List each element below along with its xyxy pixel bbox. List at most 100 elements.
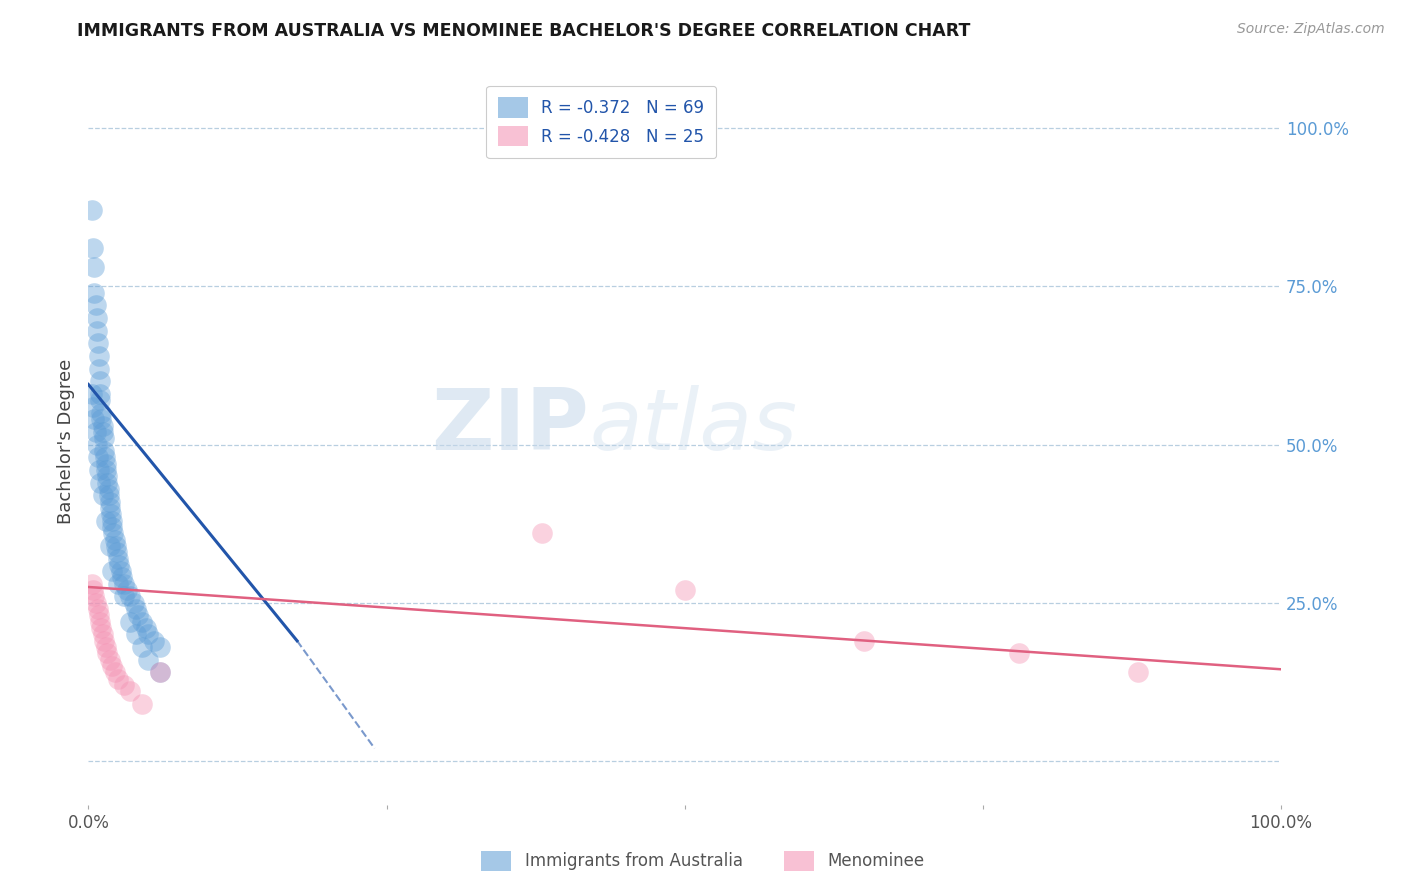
Point xyxy=(93,443,115,458)
Point xyxy=(91,425,114,439)
Point xyxy=(83,260,105,275)
Point xyxy=(104,533,127,547)
Point xyxy=(1126,665,1149,680)
Point xyxy=(96,469,118,483)
Point xyxy=(80,203,103,218)
Point xyxy=(135,621,157,635)
Point xyxy=(90,406,112,420)
Point xyxy=(136,653,159,667)
Point xyxy=(104,539,127,553)
Point xyxy=(93,431,115,445)
Point xyxy=(100,507,122,521)
Point xyxy=(86,310,108,325)
Point xyxy=(96,647,118,661)
Point xyxy=(86,437,108,451)
Point xyxy=(105,545,128,559)
Point xyxy=(852,633,875,648)
Legend: Immigrants from Australia, Menominee: Immigrants from Australia, Menominee xyxy=(472,842,934,880)
Point xyxy=(83,412,105,426)
Point xyxy=(89,615,111,629)
Point xyxy=(82,583,104,598)
Text: IMMIGRANTS FROM AUSTRALIA VS MENOMINEE BACHELOR'S DEGREE CORRELATION CHART: IMMIGRANTS FROM AUSTRALIA VS MENOMINEE B… xyxy=(77,22,970,40)
Point xyxy=(98,653,121,667)
Point xyxy=(80,387,103,401)
Point xyxy=(93,633,115,648)
Point xyxy=(107,672,129,686)
Point xyxy=(89,475,111,490)
Point xyxy=(91,418,114,433)
Point xyxy=(108,558,131,572)
Point xyxy=(83,285,105,300)
Point xyxy=(96,463,118,477)
Point xyxy=(101,659,124,673)
Point xyxy=(112,678,135,692)
Text: atlas: atlas xyxy=(589,385,797,468)
Point xyxy=(87,608,110,623)
Point xyxy=(96,514,118,528)
Point xyxy=(90,412,112,426)
Point xyxy=(104,665,127,680)
Point xyxy=(112,577,135,591)
Point xyxy=(143,633,166,648)
Point xyxy=(87,336,110,351)
Point xyxy=(122,596,145,610)
Point xyxy=(120,684,142,698)
Point xyxy=(96,457,118,471)
Point xyxy=(101,520,124,534)
Point xyxy=(82,400,104,414)
Point xyxy=(89,374,111,388)
Point xyxy=(87,349,110,363)
Point xyxy=(91,627,114,641)
Point xyxy=(110,564,132,578)
Point xyxy=(96,640,118,654)
Point xyxy=(91,488,114,502)
Point xyxy=(89,387,111,401)
Point xyxy=(94,450,117,465)
Legend: R = -0.372   N = 69, R = -0.428   N = 25: R = -0.372 N = 69, R = -0.428 N = 25 xyxy=(486,86,716,158)
Point xyxy=(89,393,111,408)
Point xyxy=(80,577,103,591)
Point xyxy=(87,463,110,477)
Point xyxy=(149,665,172,680)
Point xyxy=(83,590,105,604)
Point xyxy=(125,602,148,616)
Point xyxy=(120,615,142,629)
Point xyxy=(120,590,142,604)
Text: ZIP: ZIP xyxy=(432,385,589,468)
Point xyxy=(131,697,153,711)
Point xyxy=(107,577,129,591)
Point xyxy=(111,570,134,584)
Point xyxy=(87,361,110,376)
Point xyxy=(149,665,172,680)
Y-axis label: Bachelor's Degree: Bachelor's Degree xyxy=(58,359,75,524)
Point xyxy=(87,450,110,465)
Point xyxy=(101,514,124,528)
Point xyxy=(90,621,112,635)
Point xyxy=(98,494,121,508)
Point xyxy=(98,539,121,553)
Point xyxy=(131,640,153,654)
Point xyxy=(84,425,107,439)
Point xyxy=(136,627,159,641)
Point xyxy=(87,602,110,616)
Point xyxy=(127,608,149,623)
Point xyxy=(82,241,104,255)
Point xyxy=(1007,647,1029,661)
Point xyxy=(530,526,553,541)
Point xyxy=(98,500,121,515)
Point xyxy=(101,564,124,578)
Point xyxy=(115,583,138,598)
Point xyxy=(103,526,125,541)
Point xyxy=(84,298,107,312)
Point xyxy=(96,475,118,490)
Point xyxy=(86,324,108,338)
Point xyxy=(673,583,696,598)
Point xyxy=(97,482,120,496)
Point xyxy=(97,488,120,502)
Point xyxy=(107,551,129,566)
Point xyxy=(112,590,135,604)
Point xyxy=(149,640,172,654)
Point xyxy=(84,596,107,610)
Point xyxy=(131,615,153,629)
Text: Source: ZipAtlas.com: Source: ZipAtlas.com xyxy=(1237,22,1385,37)
